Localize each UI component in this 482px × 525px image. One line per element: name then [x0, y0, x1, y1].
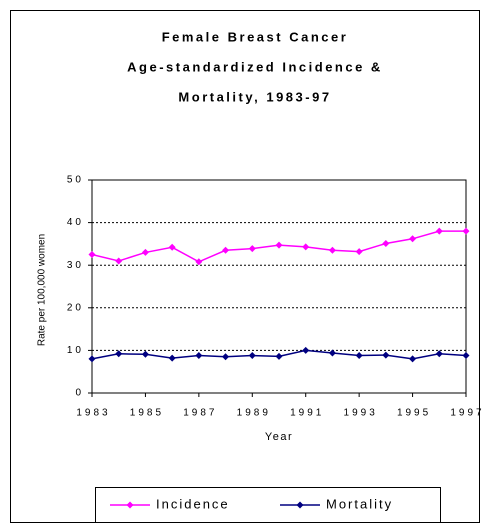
point [222, 246, 230, 254]
point [141, 248, 149, 256]
point [462, 352, 470, 360]
legend-box [95, 487, 441, 523]
point [302, 243, 310, 251]
point [88, 355, 96, 363]
point [275, 352, 283, 360]
x-tick-label: 1991 [290, 408, 324, 419]
point [115, 350, 123, 358]
point [328, 246, 336, 254]
x-tick-label: 1985 [130, 408, 164, 419]
point [382, 351, 390, 359]
y-tick-label: 50 [67, 175, 84, 186]
chart-title: Mortality, 1983-97 [178, 89, 331, 104]
point [88, 251, 96, 259]
point [409, 235, 417, 243]
y-tick-label: 20 [67, 302, 84, 313]
point [222, 353, 230, 361]
point [195, 258, 203, 266]
point [435, 227, 443, 235]
plot-area [91, 179, 467, 394]
point [302, 346, 310, 354]
y-tick-label: 30 [67, 260, 84, 271]
point [355, 248, 363, 256]
legend-marker [296, 501, 304, 509]
point [195, 352, 203, 360]
point [248, 352, 256, 360]
x-tick-label: 1995 [397, 408, 431, 419]
y-tick-label: 0 [75, 388, 84, 399]
point [275, 241, 283, 249]
point [115, 257, 123, 265]
chart-title: Female Breast Cancer [162, 29, 349, 44]
legend-label: Mortality [326, 496, 393, 511]
legend-marker [126, 501, 134, 509]
point [248, 245, 256, 253]
point [141, 350, 149, 358]
y-tick-label: 40 [67, 217, 84, 228]
x-axis-label: Year [265, 431, 293, 443]
y-tick-label: 10 [67, 345, 84, 356]
chart-title: Age-standardized Incidence & [127, 59, 383, 74]
legend-label: Incidence [156, 496, 230, 511]
y-axis-label: Rate per 100,000 women [37, 234, 48, 346]
point [435, 350, 443, 358]
point [382, 239, 390, 247]
x-tick-label: 1997 [450, 408, 482, 419]
point [328, 349, 336, 357]
x-tick-label: 1989 [237, 408, 271, 419]
x-tick-label: 1987 [183, 408, 217, 419]
point [409, 355, 417, 363]
point [355, 352, 363, 360]
point [462, 227, 470, 235]
x-tick-label: 1993 [344, 408, 378, 419]
point [168, 243, 176, 251]
x-tick-label: 1983 [76, 408, 110, 419]
point [168, 354, 176, 362]
